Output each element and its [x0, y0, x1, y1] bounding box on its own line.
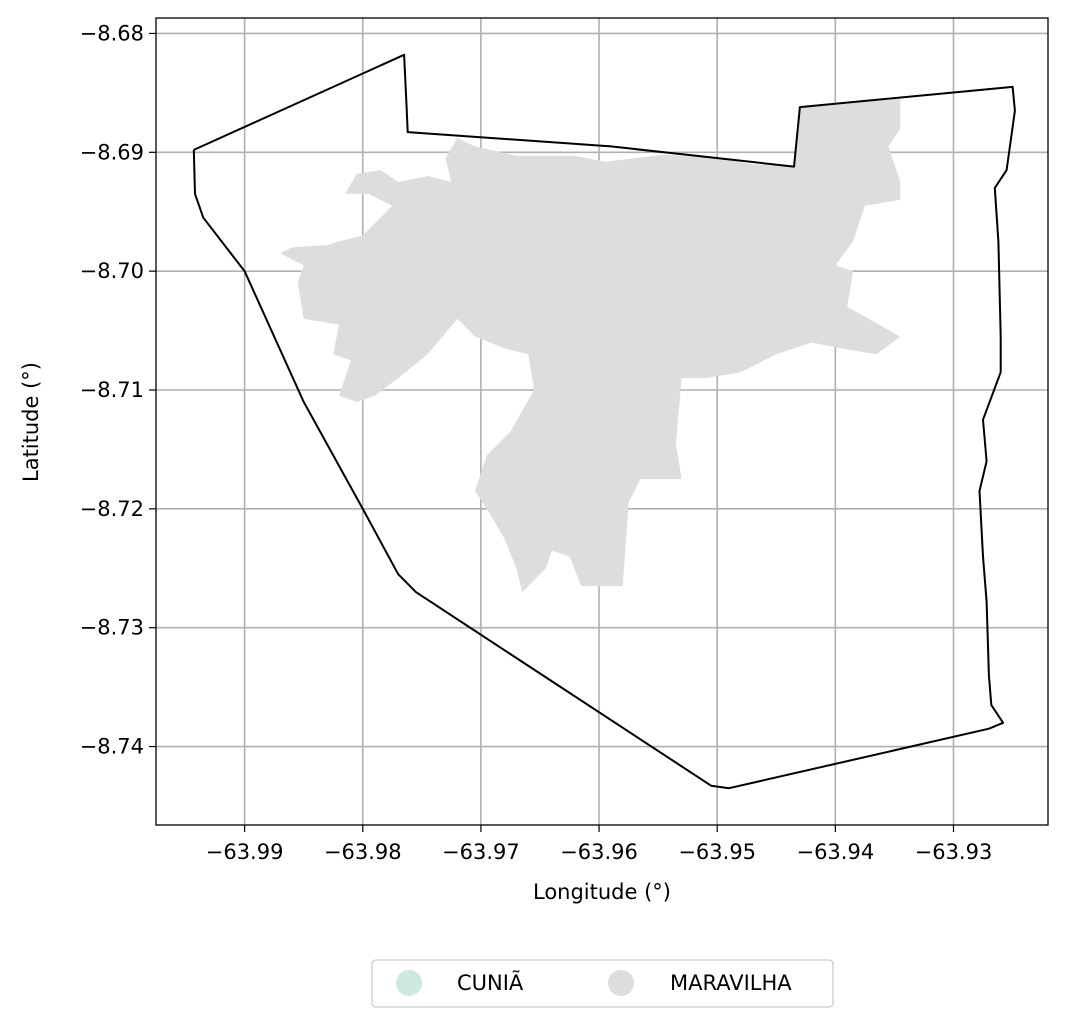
x-axis: −63.99 −63.98 −63.97 −63.96 −63.95 −63.94 −63.…: [206, 825, 993, 864]
legend-label-cunia: CUNIÃ: [457, 969, 524, 995]
y-tick-label: −8.71: [80, 378, 144, 402]
x-tick-label: −63.95: [678, 840, 756, 864]
x-tick-label: −63.97: [442, 840, 520, 864]
x-tick-label: −63.98: [324, 840, 402, 864]
region-layer: [280, 98, 901, 593]
x-axis-label: Longitude (°): [533, 880, 671, 904]
x-tick-label: −63.99: [206, 840, 284, 864]
legend-swatch-cunia: [396, 970, 422, 996]
y-tick-label: −8.74: [80, 735, 144, 759]
x-tick-label: −63.93: [915, 840, 993, 864]
district-boundary: [192, 53, 1016, 790]
y-axis: −8.68 −8.69 −8.70 −8.71 −8.72 −8.73 −8.74: [80, 21, 156, 759]
y-tick-label: −8.68: [80, 21, 144, 45]
y-tick-label: −8.73: [80, 616, 144, 640]
legend-label-maravilha: MARAVILHA: [670, 971, 792, 995]
legend-box: [371, 959, 834, 1008]
boundary-layer: [192, 53, 1016, 790]
y-tick-label: −8.72: [80, 497, 144, 521]
x-tick-label: −63.96: [560, 840, 638, 864]
y-axis-label: Latitude (°): [19, 362, 43, 482]
y-tick-label: −8.69: [80, 140, 144, 164]
x-tick-label: −63.94: [796, 840, 874, 864]
legend-swatch-maravilha: [608, 970, 634, 996]
y-tick-label: −8.70: [80, 259, 144, 283]
region-maravilha: [280, 98, 901, 593]
plot-frame: [155, 17, 1049, 826]
legend: CUNIÃ MARAVILHA: [371, 959, 834, 1008]
